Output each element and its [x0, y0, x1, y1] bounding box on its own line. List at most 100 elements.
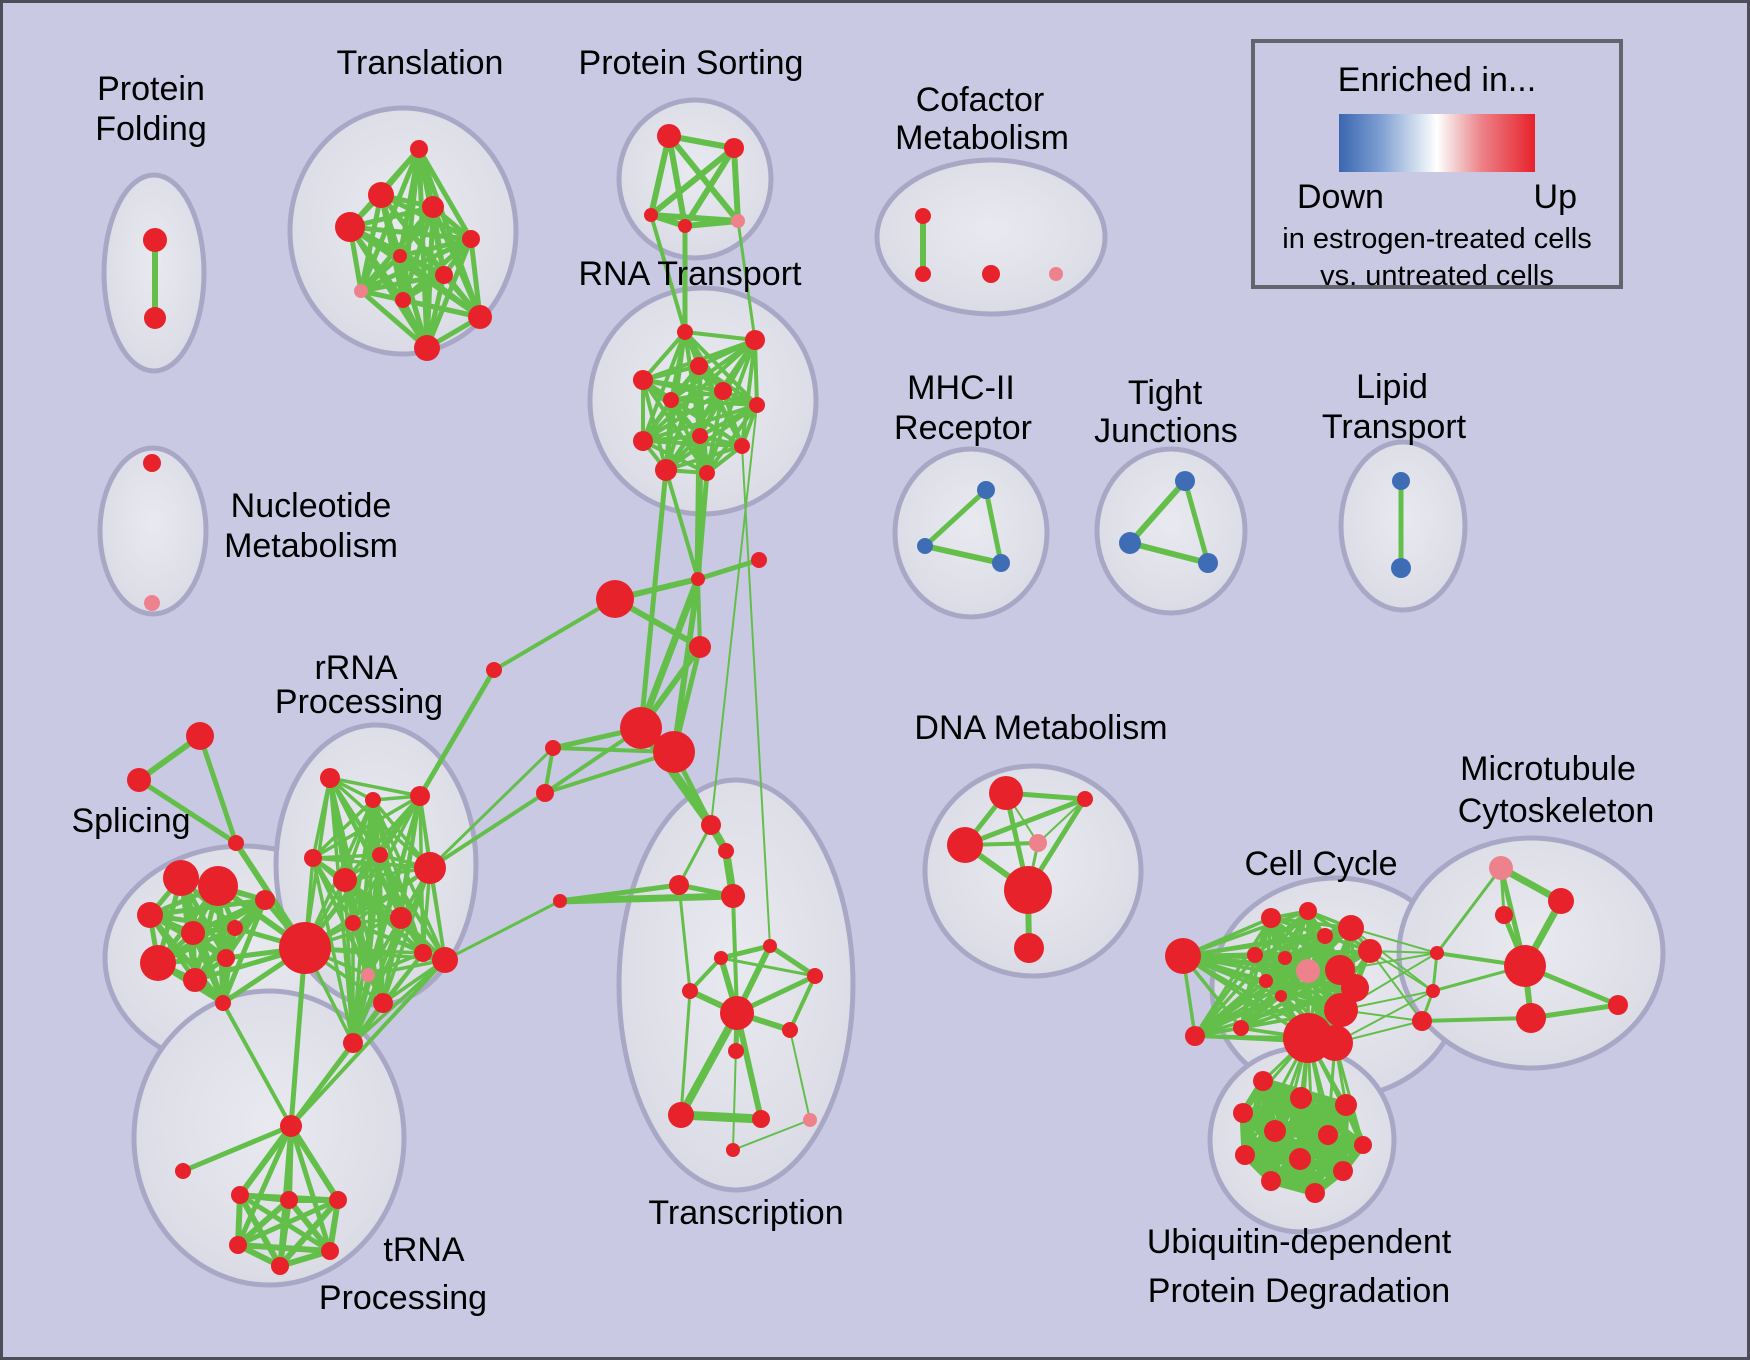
edge-cell-cycle	[1193, 986, 1357, 1038]
link-cell-cycle--ubiquitin-degradation	[1306, 1036, 1317, 1195]
edge-translation	[347, 224, 474, 242]
cluster-label-nucleotide-metabolism-0: Nucleotide	[231, 487, 392, 525]
node-rrna-processing-10	[361, 968, 375, 982]
cluster-label-rna-transport-0: RNA Transport	[579, 255, 803, 293]
edge-protein-sorting	[682, 145, 737, 229]
link-rna-transport--chain	[695, 470, 710, 582]
node-cell-cycle-15	[1317, 1025, 1353, 1061]
node-rrna-processing-14	[343, 1033, 363, 1053]
node-rna-transport-2	[690, 357, 708, 375]
node-cofactor-metabolism-1	[915, 266, 931, 282]
edge-translation	[358, 253, 403, 294]
node-microtubule-cytoskeleton-0	[1489, 856, 1513, 880]
edge-rrna-processing	[366, 958, 447, 977]
node-rrna-processing-7	[345, 915, 361, 931]
edge-translation	[358, 288, 430, 351]
node-transcription-4	[553, 894, 567, 908]
cluster-label-tight-junctions-0: Tight	[1128, 374, 1203, 412]
edge-chain	[543, 750, 676, 795]
node-dna-metabolism-2	[947, 827, 983, 863]
node-splicing-8	[183, 968, 207, 992]
edge-transcription	[676, 1110, 766, 1124]
edge-tight-junctions	[1182, 478, 1211, 566]
node-ubiquitin-degradation-10	[1261, 1171, 1281, 1191]
edge-translation	[468, 236, 483, 320]
edge-mhc-ii-receptor	[983, 487, 1004, 566]
node-trna-processing-1	[175, 1163, 191, 1179]
edge-transcription	[788, 974, 817, 1032]
node-chain-5	[653, 731, 695, 773]
edge-transcription	[789, 1029, 811, 1121]
node-transcription-7	[682, 983, 698, 999]
edge-tight-junctions	[1127, 478, 1188, 546]
node-protein-folding-1	[144, 307, 166, 329]
edge-cell-cycle	[1264, 979, 1357, 990]
legend-down-label: Down	[1297, 178, 1384, 216]
edge-trna-processing	[277, 1197, 292, 1269]
cluster-label-tight-junctions-1: Junctions	[1094, 412, 1238, 450]
node-mhc-ii-receptor-2	[992, 554, 1010, 572]
edge-rrna-processing	[351, 853, 382, 925]
node-chain-2	[751, 552, 767, 568]
node-microtubule-cytoskeleton-7	[1426, 984, 1440, 998]
node-microtubule-cytoskeleton-8	[1412, 1011, 1432, 1031]
edge-trna-processing	[237, 1192, 283, 1269]
edge-rna-transport	[669, 398, 759, 407]
edge-chain	[136, 777, 239, 846]
node-rna-transport-3	[633, 370, 653, 390]
node-rna-transport-8	[633, 431, 653, 451]
node-splicing-0	[163, 860, 199, 896]
edge-microtubule-cytoskeleton	[1420, 1016, 1533, 1023]
cluster-label-translation-0: Translation	[337, 44, 504, 82]
node-chain-9	[186, 722, 214, 750]
node-rna-transport-6	[663, 392, 679, 408]
node-rna-transport-0	[677, 324, 693, 340]
link-rrna-processing--transcription	[443, 899, 562, 962]
link-trna-processing--rrna-processing	[288, 945, 308, 1129]
legend-up-label: Up	[1533, 178, 1577, 216]
node-translation-6	[435, 266, 453, 284]
node-splicing-7	[217, 949, 235, 967]
node-chain-4	[620, 707, 662, 749]
cluster-label-ubiquitin-degradation-0: Ubiquitin-dependent	[1147, 1223, 1452, 1261]
node-cofactor-metabolism-0	[915, 208, 931, 224]
edge-transcription	[677, 823, 713, 887]
node-splicing-6	[140, 945, 176, 981]
node-cell-cycle-2	[1299, 902, 1317, 920]
edge-translation	[400, 297, 483, 320]
edge-protein-sorting	[731, 145, 741, 224]
node-microtubule-cytoskeleton-3	[1504, 945, 1546, 987]
edge-protein-sorting	[666, 133, 688, 229]
edge-cell-cycle	[1283, 949, 1372, 960]
node-cell-cycle-7	[1296, 959, 1320, 983]
cluster-label-dna-metabolism-0: DNA Metabolism	[914, 709, 1167, 747]
legend-title: Enriched in...	[1337, 61, 1537, 99]
node-cell-cycle-1	[1261, 908, 1281, 928]
node-transcription-12	[668, 1102, 694, 1128]
edge-rna-transport	[641, 378, 759, 407]
node-dna-metabolism-5	[1014, 933, 1044, 963]
node-protein-sorting-0	[657, 124, 681, 148]
edge-trna-processing	[286, 1197, 333, 1254]
link-rna-transport--chain	[638, 467, 669, 731]
node-cell-cycle-13	[1324, 993, 1358, 1027]
edge-protein-sorting	[666, 133, 741, 224]
node-trna-processing-5	[229, 1236, 247, 1254]
node-transcription-0	[701, 815, 721, 835]
edge-cell-cycle	[1253, 934, 1327, 957]
node-rrna-processing-8	[390, 907, 412, 929]
node-rna-transport-11	[699, 465, 715, 481]
edge-transcription	[732, 1012, 738, 1151]
legend-updown-row: Down Up	[1297, 178, 1577, 217]
node-microtubule-cytoskeleton-2	[1495, 906, 1513, 924]
node-translation-10	[414, 335, 440, 361]
node-transcription-14	[803, 1113, 817, 1127]
node-trna-processing-4	[329, 1191, 347, 1209]
node-nucleotide-metabolism-0	[143, 454, 161, 472]
node-cofactor-metabolism-3	[1049, 267, 1063, 281]
node-microtubule-cytoskeleton-6	[1430, 946, 1444, 960]
node-rna-transport-7	[692, 428, 708, 444]
node-chain-6	[545, 740, 561, 756]
link-microtubule-cytoskeleton--cell-cycle	[1334, 990, 1434, 1044]
